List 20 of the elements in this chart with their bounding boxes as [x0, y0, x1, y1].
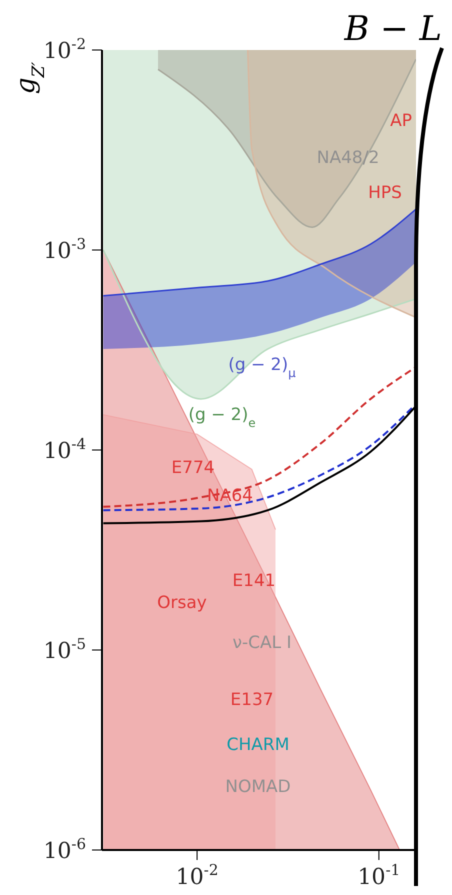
annotation: NA64 — [207, 486, 253, 506]
chart-title: B − L — [343, 9, 442, 49]
annotation: E774 — [171, 458, 215, 478]
y-tick-label: 10$^{-5}$ — [43, 635, 86, 664]
y-tick-label: 10$^{-3}$ — [43, 235, 86, 264]
y-tick-label: 10$^{-2}$ — [43, 35, 86, 64]
y-tick-label: 10$^{-4}$ — [43, 435, 86, 464]
annotation: Orsay — [157, 593, 207, 613]
annotation: CHARM — [226, 735, 290, 755]
annotation: NOMAD — [225, 777, 291, 797]
annotation: ν-CAL I — [232, 633, 292, 653]
annotation: HPS — [368, 183, 402, 203]
x-tick-label: 10$^{-1}$ — [358, 861, 400, 890]
annotation: NA48/2 — [316, 148, 380, 168]
annotation: AP — [390, 111, 412, 131]
annotation: (g − 2)$_{μ}$ — [228, 355, 296, 380]
annotation: E141 — [232, 571, 276, 591]
y-tick-label: 10$^{-6}$ — [43, 835, 86, 864]
annotation: E137 — [230, 690, 274, 710]
annotation: (g − 2)$_{e}$ — [188, 405, 256, 430]
